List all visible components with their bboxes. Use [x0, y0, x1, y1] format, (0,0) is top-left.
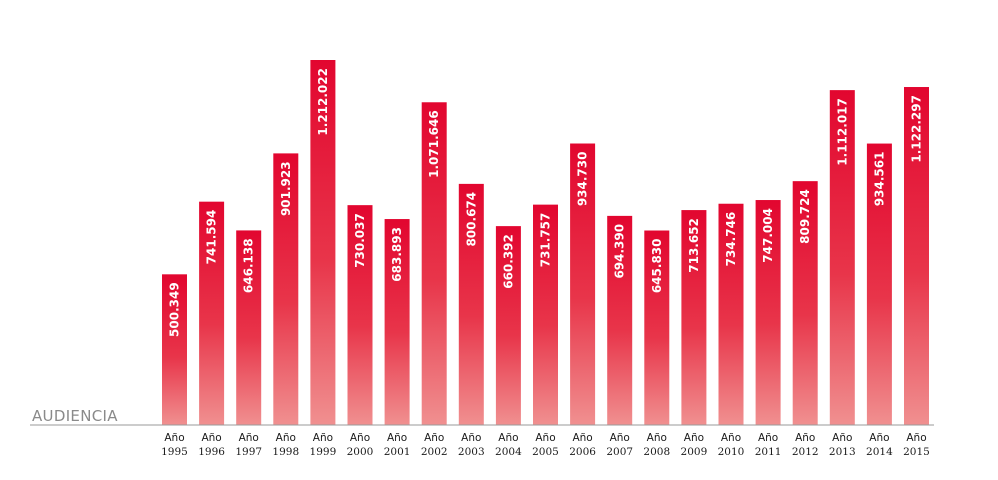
- bar-value-label: 741.594: [205, 210, 219, 265]
- bar-2002: [421, 102, 447, 426]
- bar-value-label: 683.893: [390, 227, 404, 282]
- x-tick-year: 2002: [421, 446, 448, 458]
- x-tick-word: Año: [758, 432, 778, 444]
- bar-1996: [199, 201, 225, 425]
- bar-value-label: 646.138: [242, 238, 256, 293]
- x-tick-year: 2000: [347, 446, 374, 458]
- x-tick-word: Año: [498, 432, 518, 444]
- bar-value-label: 1.122.297: [910, 95, 924, 163]
- bar-value-label: 713.652: [687, 218, 701, 273]
- bar-2014: [866, 143, 892, 425]
- x-tick-word: Año: [832, 432, 852, 444]
- x-tick-year: 2013: [829, 446, 856, 458]
- x-tick-year: 1996: [198, 446, 225, 458]
- x-tick-word: Año: [684, 432, 704, 444]
- bar-2006: [570, 143, 596, 425]
- bar-2007: [607, 215, 633, 425]
- bar-2004: [495, 226, 521, 425]
- x-tick-year: 1995: [161, 446, 188, 458]
- bar-value-label: 694.390: [613, 224, 627, 279]
- x-tick-year: 2009: [681, 446, 708, 458]
- bar-value-label: 1.071.646: [427, 110, 441, 178]
- bar-value-label: 645.830: [650, 239, 664, 294]
- bar-value-label: 747.004: [761, 208, 775, 263]
- bar-value-label: 1.112.017: [835, 98, 849, 166]
- bar-value-label: 800.674: [464, 192, 478, 247]
- x-tick-year: 2005: [532, 446, 559, 458]
- bar-1999: [310, 60, 336, 425]
- x-tick-year: 2010: [718, 446, 745, 458]
- x-tick-year: 2001: [384, 446, 411, 458]
- x-tick-word: Año: [610, 432, 630, 444]
- x-tick-word: Año: [164, 432, 184, 444]
- bar-2015: [904, 87, 929, 426]
- x-tick-word: Año: [276, 432, 296, 444]
- bar-2010: [718, 203, 744, 425]
- x-tick-word: Año: [350, 432, 370, 444]
- bar-2011: [755, 200, 781, 425]
- x-tick-word: Año: [795, 432, 815, 444]
- bar-1998: [273, 153, 299, 425]
- bar-2012: [792, 181, 818, 425]
- x-tick-word: Año: [313, 432, 333, 444]
- bar-value-label: 934.561: [872, 152, 886, 207]
- x-tick-year: 2014: [866, 446, 893, 458]
- bar-2008: [644, 230, 670, 425]
- bar-value-label: 934.730: [576, 152, 590, 207]
- x-tick-word: Año: [647, 432, 667, 444]
- y-axis-label: AUDIENCIA: [32, 407, 118, 425]
- x-tick-year: 2015: [903, 446, 930, 458]
- x-tick-year: 2006: [569, 446, 596, 458]
- bar-value-label: 730.037: [353, 213, 367, 268]
- x-tick-word: Año: [906, 432, 926, 444]
- x-tick-year: 2007: [606, 446, 633, 458]
- bar-2013: [829, 90, 855, 426]
- bar-2009: [681, 210, 707, 425]
- bar-2005: [533, 204, 558, 425]
- bar-value-label: 1.212.022: [316, 68, 330, 136]
- x-tick-word: Año: [201, 432, 221, 444]
- bar-value-label: 734.746: [724, 212, 738, 267]
- bar-value-label: 809.724: [798, 189, 812, 244]
- x-tick-year: 1997: [235, 446, 262, 458]
- bar-1997: [236, 230, 262, 425]
- bar-2001: [384, 219, 410, 425]
- bars-layer: 500.349 741.594 646.138 901.923 1.212.022 730…: [162, 60, 929, 426]
- x-tick-word: Año: [461, 432, 481, 444]
- x-tick-word: Año: [424, 432, 444, 444]
- bar-2000: [347, 205, 373, 425]
- x-tick-year: 2008: [643, 446, 670, 458]
- x-tick-year: 2003: [458, 446, 485, 458]
- bar-value-label: 660.392: [501, 234, 515, 289]
- x-tick-word: Año: [869, 432, 889, 444]
- x-tick-word: Año: [387, 432, 407, 444]
- bar-value-label: 731.757: [539, 213, 553, 268]
- x-tick-word: Año: [721, 432, 741, 444]
- x-tick-word: Año: [535, 432, 555, 444]
- bar-value-label: 901.923: [279, 161, 293, 216]
- x-tick-word: Año: [572, 432, 592, 444]
- x-tick-year: 1999: [310, 446, 337, 458]
- bar-value-label: 500.349: [168, 282, 182, 337]
- x-tick-year: 2011: [755, 446, 782, 458]
- x-tick-word: Año: [239, 432, 259, 444]
- x-tick-year: 1998: [272, 446, 299, 458]
- bar-1995: [162, 274, 187, 425]
- x-tick-year: 2004: [495, 446, 522, 458]
- x-tick-labels: Año 1995 Año 1996 Año 1997 Año 1998 Año 1999 Año 20…: [161, 432, 930, 458]
- bar-2003: [458, 183, 484, 425]
- x-tick-year: 2012: [792, 446, 819, 458]
